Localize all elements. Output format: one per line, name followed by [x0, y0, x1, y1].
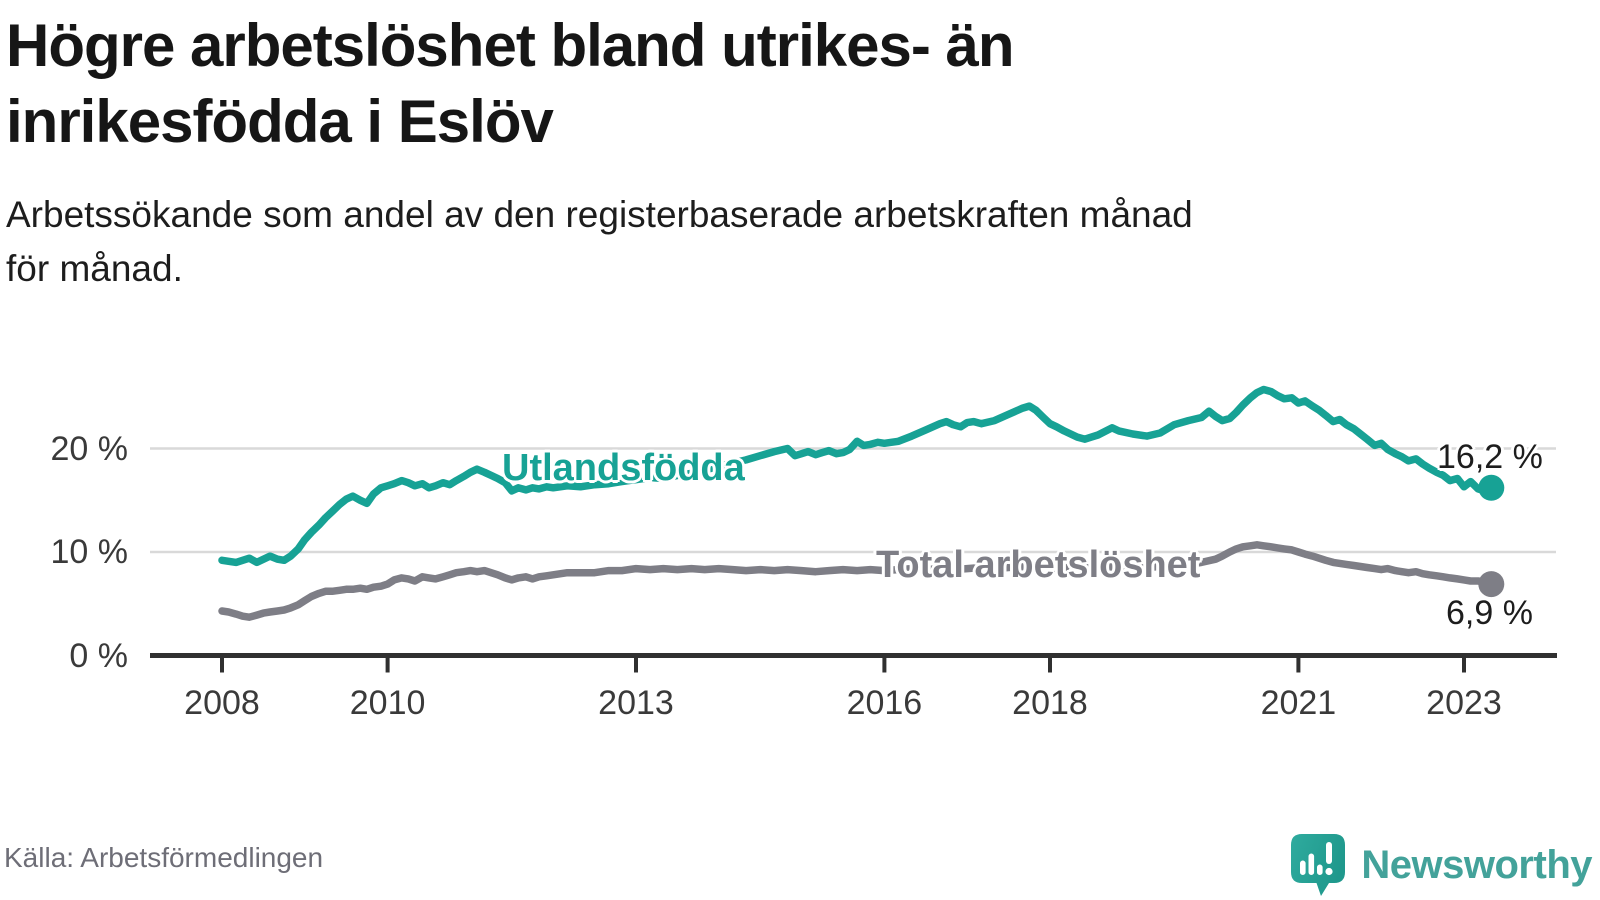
logo-bar-2 — [1308, 853, 1315, 875]
chart-subtitle-line-1: Arbetssökande som andel av den registerb… — [6, 194, 1193, 235]
series-label-utlandsfodda: Utlandsfödda — [502, 447, 745, 489]
end-value-label-utlandsfodda: 16,2 % — [1437, 438, 1543, 476]
y-tick-label: 10 % — [50, 533, 129, 571]
x-tick-label: 2018 — [1012, 684, 1088, 722]
page-title-line-2: inrikesfödda i Eslöv — [6, 88, 554, 156]
chart-subtitle-line-2: för månad. — [6, 247, 183, 289]
logo-exclamation-dot — [1325, 867, 1333, 876]
x-tick-label: 2008 — [184, 684, 260, 722]
series-line-utlandsfodda — [218, 385, 1496, 567]
x-tick-label: 2010 — [349, 684, 426, 722]
newsworthy-wordmark: Newsworthy — [1361, 843, 1592, 887]
y-tick-label: 20 % — [50, 429, 129, 468]
series-end-dot-utlandsfodda — [1478, 474, 1505, 501]
series-label-total-arbetsloshet: Total arbetslöshet — [876, 544, 1201, 586]
y-tick-label: 0 % — [69, 636, 128, 675]
logo-bar-1 — [1300, 860, 1306, 875]
x-tick-label: 2023 — [1426, 684, 1502, 722]
page-title: Högre arbetslöshet bland utrikes- än inr… — [6, 8, 1456, 160]
end-value-label-total: 6,9 % — [1446, 594, 1533, 632]
logo-exclamation-bar — [1326, 842, 1333, 864]
series-end-dot-total — [1478, 571, 1505, 598]
chart-subtitle: Arbetssökande som andel av den registerb… — [6, 188, 1566, 295]
logo-bar-3 — [1317, 864, 1323, 875]
x-tick-label: 2016 — [846, 684, 923, 722]
newsworthy-brand: Newsworthy — [1289, 832, 1592, 898]
series-line-total — [218, 541, 1496, 621]
x-tick-label: 2013 — [598, 684, 674, 722]
source-attribution: Källa: Arbetsförmedlingen — [4, 842, 324, 873]
speech-bubble-shape — [1291, 834, 1346, 896]
x-tick-label: 2021 — [1260, 684, 1337, 722]
newsworthy-logo-icon — [1291, 834, 1346, 896]
page-title-line-1: Högre arbetslöshet bland utrikes- än — [6, 12, 1015, 79]
